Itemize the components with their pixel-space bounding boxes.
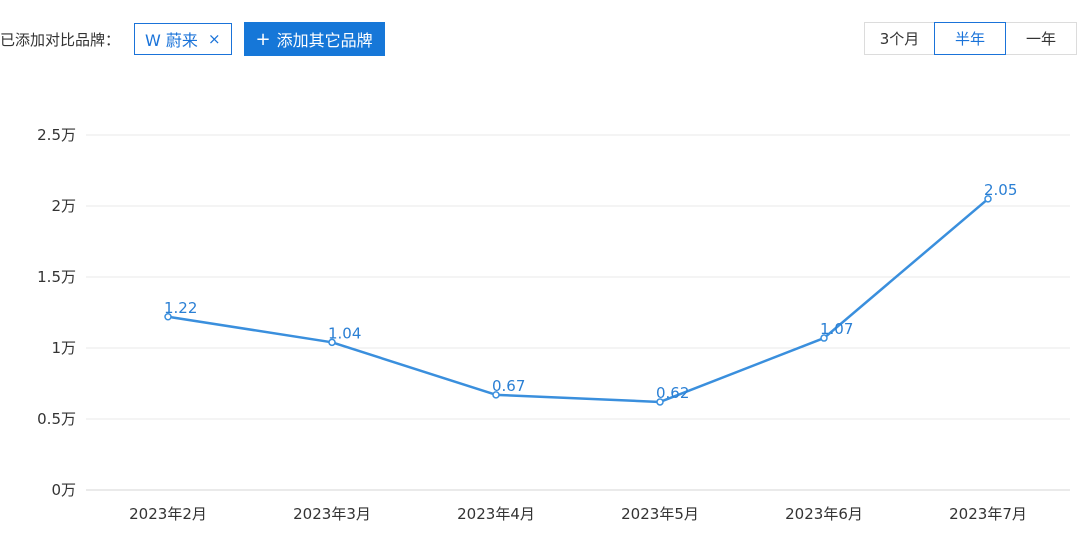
y-tick-label: 1万	[51, 339, 76, 357]
data-point	[656, 398, 664, 406]
y-tick-label: 0.5万	[37, 410, 76, 428]
data-point	[984, 195, 992, 203]
added-brands-label: 已添加对比品牌：	[0, 30, 121, 49]
data-label: 0.62	[656, 384, 689, 402]
x-tick-label: 2023年6月	[785, 505, 863, 523]
data-label: 2.05	[984, 181, 1017, 199]
data-label: 1.04	[328, 324, 361, 342]
x-tick-label: 2023年2月	[129, 505, 207, 523]
data-label: 1.22	[164, 299, 197, 317]
y-tick-label: 2.5万	[37, 126, 76, 144]
add-brand-label: 添加其它品牌	[276, 31, 373, 50]
x-tick-label: 2023年3月	[293, 505, 371, 523]
data-point	[328, 338, 336, 347]
range-one-year-button[interactable]: 一年	[1025, 30, 1056, 48]
brand-tag-nio[interactable]: W 蔚来 ×	[134, 23, 232, 55]
toolbar: 已添加对比品牌： W 蔚来 × + 添加其它品牌	[0, 22, 385, 56]
series-line	[167, 197, 989, 404]
data-label: 1.07	[820, 320, 853, 338]
brand-tag-label: W 蔚来	[145, 31, 198, 50]
range-half-year-button[interactable]: 半年	[934, 22, 1006, 55]
data-label: 0.67	[492, 377, 525, 395]
data-point	[492, 391, 500, 399]
x-tick-label: 2023年4月	[457, 505, 535, 523]
time-range-selector: 3个月 半年 一年	[864, 22, 1077, 55]
plus-icon: +	[255, 28, 271, 50]
data-point	[820, 334, 828, 342]
x-tick-label: 2023年7月	[949, 505, 1027, 523]
range-3-months-button[interactable]: 3个月	[879, 30, 920, 48]
x-tick-label: 2023年5月	[621, 505, 699, 523]
close-icon[interactable]: ×	[207, 30, 221, 48]
data-point	[164, 313, 172, 321]
y-tick-label: 2万	[51, 197, 76, 215]
y-tick-label: 0万	[51, 481, 76, 499]
y-tick-label: 1.5万	[37, 268, 76, 286]
add-brand-button[interactable]: + 添加其它品牌	[243, 22, 385, 56]
